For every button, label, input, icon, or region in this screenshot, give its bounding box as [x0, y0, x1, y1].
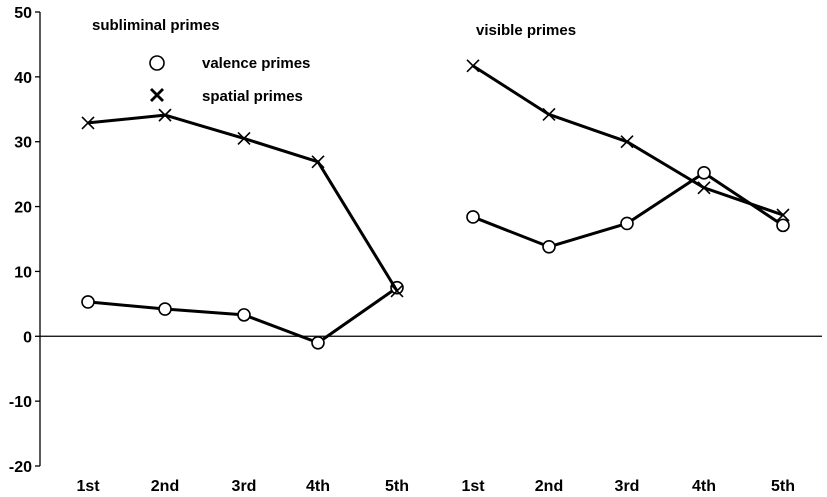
- y-tick-label: 10: [14, 264, 32, 281]
- y-tick-label: 20: [14, 200, 32, 217]
- data-point-circle: [81, 295, 95, 309]
- data-point-cross: [620, 135, 634, 149]
- x-tick-label: 5th: [771, 478, 795, 495]
- data-point-cross: [776, 208, 790, 222]
- panel-title-subliminal: subliminal primes: [92, 17, 220, 34]
- panel-title-visible: visible primes: [476, 22, 576, 39]
- x-tick-label: 2nd: [535, 478, 563, 495]
- x-tick-label: 1st: [76, 478, 100, 495]
- data-point-circle: [542, 239, 556, 254]
- x-tick-label: 3rd: [615, 478, 640, 495]
- y-tick-label: 30: [14, 135, 32, 152]
- data-point-cross: [466, 59, 480, 73]
- legend-circle-marker: [149, 55, 165, 71]
- data-point-cross: [697, 181, 711, 195]
- x-tick-label: 3rd: [232, 478, 257, 495]
- legend: valence primes spatial primes: [149, 55, 310, 105]
- y-tick-label: -20: [9, 459, 32, 476]
- data-point-circle: [776, 218, 790, 233]
- data-point-cross: [542, 107, 556, 122]
- x-tick-label: 4th: [692, 478, 716, 495]
- data-point-circle: [311, 335, 325, 350]
- legend-label-valence: valence primes: [202, 55, 310, 72]
- axis-layer: [35, 11, 822, 467]
- data-point-cross: [237, 131, 251, 146]
- data-point-circle: [237, 308, 251, 322]
- x-tick-label: 1st: [461, 478, 485, 495]
- data-point-circle: [620, 216, 634, 231]
- data-point-cross: [390, 284, 404, 298]
- y-tick-label: 0: [23, 329, 32, 346]
- data-point-cross: [81, 116, 95, 130]
- data-point-cross: [158, 108, 172, 122]
- y-tick-label: 50: [14, 5, 32, 22]
- series-line-valence-panel-2: [472, 171, 784, 249]
- series-layer: [81, 59, 790, 350]
- y-tick-label: -10: [9, 394, 32, 411]
- x-tick-label: 2nd: [151, 478, 179, 495]
- x-tick-label: 4th: [306, 478, 330, 495]
- legend-label-spatial: spatial primes: [202, 88, 303, 105]
- data-point-circle: [466, 210, 480, 224]
- series-line-spatial-panel-1: [87, 113, 399, 292]
- x-tick-label: 5th: [385, 478, 409, 495]
- data-point-circle: [158, 302, 172, 316]
- legend-cross-marker: [150, 88, 164, 102]
- label-layer: -20 -10 0 10 20 30 40 50 1st 2nd 3rd 4th 5th 1st 2nd 3r…: [9, 5, 795, 495]
- data-point-circle: [697, 166, 711, 180]
- y-tick-label: 40: [14, 70, 32, 87]
- data-point-cross: [311, 155, 325, 169]
